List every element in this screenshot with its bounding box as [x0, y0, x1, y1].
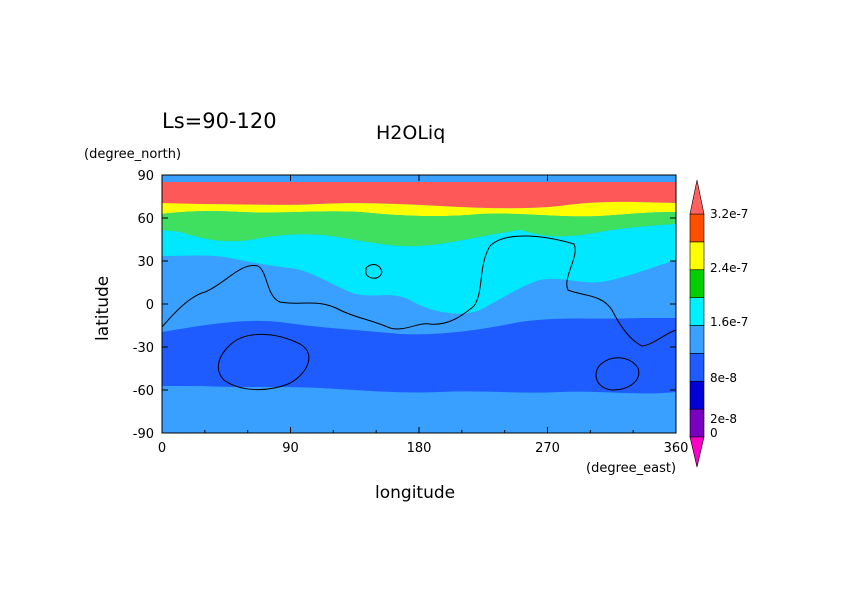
green-band	[162, 211, 676, 247]
chart-title: H2OLiq	[376, 122, 445, 144]
colorbar-tick-label: 2e-8	[710, 412, 737, 426]
topography-contour-south-west	[217, 333, 310, 391]
southern-dark-band	[162, 318, 676, 394]
x-tick-label: 360	[664, 441, 689, 456]
x-axis-label: longitude	[375, 483, 455, 503]
colorbar-band	[689, 353, 705, 382]
y-unit-label: (degree_north)	[84, 147, 181, 162]
x-unit-label: (degree_east)	[586, 461, 676, 476]
colorbar-tick-label: 1.6e-7	[710, 315, 748, 329]
y-tick-label: -90	[133, 427, 154, 442]
yellow-band	[162, 201, 676, 217]
map-plot: 0 90 180 270 360 90 60 30 0 -30 -60 -90	[133, 169, 689, 456]
y-axis-label: latitude	[93, 276, 113, 341]
colorbar-band	[689, 297, 705, 326]
colorbar-tick-label: 8e-8	[710, 371, 737, 385]
y-tick-label: 90	[137, 169, 154, 184]
season-label: Ls=90-120	[162, 109, 277, 133]
y-tick-label: -30	[133, 341, 154, 356]
colorbar-tick-label: 0	[710, 426, 718, 440]
topography-contour	[161, 235, 677, 347]
x-tick-label: 270	[535, 441, 560, 456]
topography-contour-small	[365, 264, 383, 279]
colorbar-band	[689, 241, 705, 271]
y-tick-label: 0	[146, 298, 154, 313]
colorbar-bottom-arrow	[689, 436, 705, 468]
colorbar-band	[689, 380, 705, 410]
colorbar-band	[689, 325, 705, 354]
y-tick-label: -60	[133, 384, 154, 399]
x-tick-label: 90	[282, 441, 299, 456]
topography-contour-south-east	[595, 357, 640, 391]
x-tick-label: 0	[158, 441, 166, 456]
colorbar: 3.2e-7 2.4e-7 1.6e-7 8e-8 2e-80	[689, 179, 748, 468]
colorbar-tick-label: 3.2e-7	[710, 207, 748, 221]
colorbar-band	[689, 408, 705, 438]
colorbar-band	[689, 269, 705, 298]
y-tick-label: 30	[137, 255, 154, 270]
polar-cap-band	[162, 182, 676, 209]
colorbar-band	[689, 213, 705, 243]
colorbar-top-arrow	[689, 179, 705, 215]
y-tick-label: 60	[137, 212, 154, 227]
cyan-region	[162, 224, 676, 314]
x-tick-label: 180	[407, 441, 432, 456]
colorbar-tick-label: 2.4e-7	[710, 261, 748, 275]
